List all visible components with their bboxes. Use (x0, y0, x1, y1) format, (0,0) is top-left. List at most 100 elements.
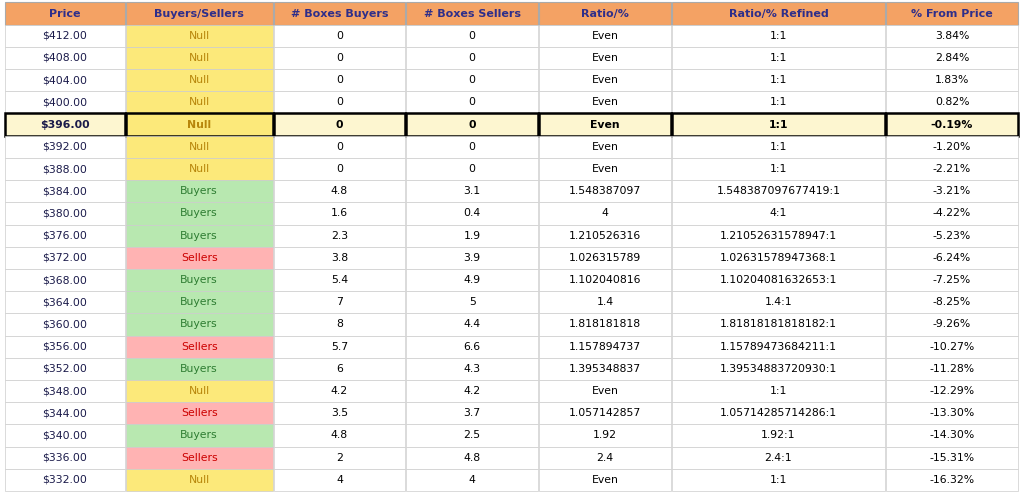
Text: 1.548387097677419:1: 1.548387097677419:1 (717, 186, 841, 196)
Text: 3.84%: 3.84% (935, 31, 969, 41)
FancyBboxPatch shape (539, 202, 671, 224)
FancyBboxPatch shape (5, 358, 125, 380)
Text: 1.21052631578947:1: 1.21052631578947:1 (720, 231, 837, 241)
Text: 5.4: 5.4 (331, 275, 348, 285)
FancyBboxPatch shape (886, 202, 1018, 224)
Text: $388.00: $388.00 (42, 164, 87, 174)
Text: 4:1: 4:1 (770, 209, 787, 218)
Text: $356.00: $356.00 (42, 341, 87, 352)
FancyBboxPatch shape (886, 269, 1018, 291)
FancyBboxPatch shape (407, 2, 538, 25)
FancyBboxPatch shape (886, 180, 1018, 202)
Text: $336.00: $336.00 (42, 453, 87, 462)
Text: 1.92: 1.92 (593, 430, 616, 440)
Text: 1.02631578947368:1: 1.02631578947368:1 (720, 253, 837, 263)
Text: $332.00: $332.00 (42, 475, 87, 485)
FancyBboxPatch shape (5, 47, 125, 69)
Text: 0: 0 (336, 120, 343, 129)
Text: 0: 0 (469, 31, 476, 41)
Text: -6.24%: -6.24% (933, 253, 971, 263)
FancyBboxPatch shape (886, 69, 1018, 92)
FancyBboxPatch shape (539, 380, 671, 402)
FancyBboxPatch shape (407, 336, 538, 358)
FancyBboxPatch shape (407, 291, 538, 313)
Text: Even: Even (592, 75, 618, 85)
FancyBboxPatch shape (886, 92, 1018, 114)
Text: 1.395348837: 1.395348837 (569, 364, 641, 374)
Text: 4.2: 4.2 (331, 386, 348, 396)
Text: 8: 8 (336, 319, 343, 330)
FancyBboxPatch shape (273, 202, 406, 224)
FancyBboxPatch shape (126, 447, 272, 469)
Text: 1.026315789: 1.026315789 (568, 253, 641, 263)
Text: 0: 0 (336, 75, 343, 85)
FancyBboxPatch shape (539, 447, 671, 469)
Text: Even: Even (590, 120, 620, 129)
FancyBboxPatch shape (273, 92, 406, 114)
Text: 3.5: 3.5 (331, 408, 348, 418)
Text: 1.81818181818182:1: 1.81818181818182:1 (720, 319, 837, 330)
Text: Buyers: Buyers (180, 297, 218, 308)
Text: Null: Null (188, 31, 210, 41)
Text: 1.057142857: 1.057142857 (568, 408, 641, 418)
FancyBboxPatch shape (672, 425, 885, 447)
FancyBboxPatch shape (672, 180, 885, 202)
Text: Null: Null (187, 120, 211, 129)
Text: 0: 0 (469, 164, 476, 174)
Text: Buyers: Buyers (180, 186, 218, 196)
Text: Sellers: Sellers (181, 253, 217, 263)
Text: -2.21%: -2.21% (933, 164, 971, 174)
FancyBboxPatch shape (273, 380, 406, 402)
FancyBboxPatch shape (672, 246, 885, 269)
Text: 6: 6 (336, 364, 343, 374)
FancyBboxPatch shape (539, 47, 671, 69)
FancyBboxPatch shape (126, 336, 272, 358)
FancyBboxPatch shape (539, 402, 671, 425)
FancyBboxPatch shape (672, 313, 885, 336)
Text: % From Price: % From Price (911, 8, 993, 19)
FancyBboxPatch shape (539, 92, 671, 114)
FancyBboxPatch shape (407, 469, 538, 491)
Text: Even: Even (592, 97, 618, 107)
FancyBboxPatch shape (672, 69, 885, 92)
Text: $380.00: $380.00 (42, 209, 87, 218)
Text: Sellers: Sellers (181, 453, 217, 462)
Text: 1.15789473684211:1: 1.15789473684211:1 (720, 341, 837, 352)
FancyBboxPatch shape (407, 136, 538, 158)
FancyBboxPatch shape (407, 313, 538, 336)
Text: 7: 7 (336, 297, 343, 308)
FancyBboxPatch shape (5, 313, 125, 336)
FancyBboxPatch shape (672, 269, 885, 291)
Text: 0: 0 (336, 53, 343, 63)
Text: -13.30%: -13.30% (930, 408, 975, 418)
FancyBboxPatch shape (126, 202, 272, 224)
FancyBboxPatch shape (672, 380, 885, 402)
Text: Buyers/Sellers: Buyers/Sellers (155, 8, 244, 19)
Text: 2: 2 (336, 453, 343, 462)
FancyBboxPatch shape (539, 246, 671, 269)
Text: 1.05714285714286:1: 1.05714285714286:1 (720, 408, 837, 418)
FancyBboxPatch shape (672, 114, 885, 136)
FancyBboxPatch shape (126, 402, 272, 425)
FancyBboxPatch shape (672, 291, 885, 313)
FancyBboxPatch shape (407, 158, 538, 180)
Text: 1:1: 1:1 (770, 31, 787, 41)
FancyBboxPatch shape (886, 158, 1018, 180)
Text: Buyers: Buyers (180, 364, 218, 374)
Text: $372.00: $372.00 (42, 253, 87, 263)
FancyBboxPatch shape (273, 336, 406, 358)
Text: $408.00: $408.00 (42, 53, 87, 63)
FancyBboxPatch shape (539, 136, 671, 158)
FancyBboxPatch shape (539, 114, 671, 136)
FancyBboxPatch shape (539, 224, 671, 246)
FancyBboxPatch shape (273, 246, 406, 269)
Text: -12.29%: -12.29% (930, 386, 975, 396)
FancyBboxPatch shape (672, 336, 885, 358)
Text: 3.9: 3.9 (464, 253, 480, 263)
Text: 1.548387097: 1.548387097 (568, 186, 641, 196)
FancyBboxPatch shape (672, 447, 885, 469)
Text: 1:1: 1:1 (770, 475, 787, 485)
Text: Even: Even (592, 142, 618, 152)
FancyBboxPatch shape (886, 380, 1018, 402)
FancyBboxPatch shape (273, 402, 406, 425)
